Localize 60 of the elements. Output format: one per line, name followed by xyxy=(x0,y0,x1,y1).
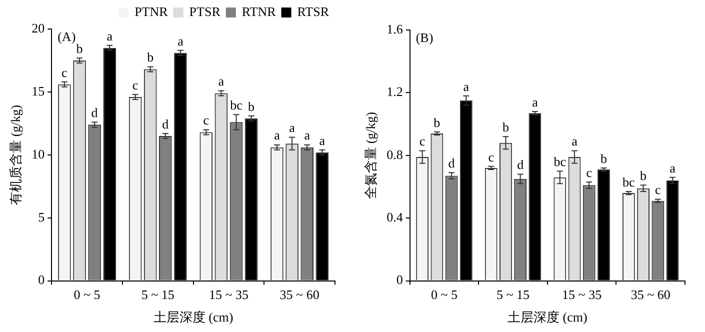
data-label: c xyxy=(203,112,210,128)
data-label: b xyxy=(147,50,154,65)
annotation: (B) xyxy=(416,30,434,45)
legend-label: PTSR xyxy=(189,4,221,19)
data-label: bc xyxy=(554,154,566,169)
x-tick-label: 0 ~ 5 xyxy=(74,287,100,302)
data-label: c xyxy=(655,182,662,198)
data-label: c xyxy=(586,164,592,180)
data-label: c xyxy=(419,134,426,149)
legend-label: RTSR xyxy=(297,4,330,19)
y-tick-label: 0.4 xyxy=(386,210,404,225)
annotation: (A) xyxy=(58,28,76,44)
data-label: bc xyxy=(230,98,243,113)
data-label: c xyxy=(62,64,68,80)
x-tick-label: 5 ~ 15 xyxy=(141,287,174,302)
x-tick-label: 5 ~ 15 xyxy=(496,287,530,302)
x-tick-label: 35 ~ 60 xyxy=(280,287,320,302)
data-label: a xyxy=(289,120,296,136)
data-label: d xyxy=(162,116,170,132)
data-label: d xyxy=(517,157,524,172)
data-label: c xyxy=(488,149,494,164)
data-label: a xyxy=(463,78,470,94)
y-axis-title: 有机质含量 (g/kg) xyxy=(8,104,24,205)
x-axis-title: 土层深度 (cm) xyxy=(153,310,234,325)
data-label: a xyxy=(319,132,326,148)
data-label: b xyxy=(434,114,440,130)
data-label: b xyxy=(248,98,255,114)
data-label: b xyxy=(502,120,509,135)
y-tick-label: 5 xyxy=(38,209,45,224)
y-tick-label: 1.6 xyxy=(386,21,404,36)
data-label: a xyxy=(106,28,113,44)
data-label: a xyxy=(532,94,538,110)
data-label: a xyxy=(670,160,676,176)
data-label: a xyxy=(304,128,310,143)
y-axis-title: 全氮含量 (g/kg) xyxy=(363,112,378,199)
data-label: c xyxy=(132,77,138,92)
data-label: b xyxy=(600,150,607,166)
data-label: d xyxy=(448,156,456,171)
data-label: d xyxy=(91,105,98,120)
y-tick-label: 0 xyxy=(396,272,403,288)
data-label: b xyxy=(76,40,83,56)
data-label: b xyxy=(640,168,647,184)
y-tick-label: 0.8 xyxy=(386,146,403,162)
data-label: a xyxy=(218,74,224,89)
x-tick-label: 0 ~ 5 xyxy=(430,287,458,302)
y-tick-label: 0 xyxy=(38,272,45,288)
y-tick-label: 15 xyxy=(32,83,45,98)
data-label: a xyxy=(274,128,280,143)
legend-label: RTNR xyxy=(242,4,276,19)
x-axis-title: 土层深度 (cm) xyxy=(508,310,588,325)
y-tick-label: 1.2 xyxy=(386,84,403,100)
legend-label: PTNR xyxy=(134,4,168,19)
x-tick-label: 15 ~ 35 xyxy=(208,287,248,302)
y-tick-label: 20 xyxy=(32,20,45,36)
x-tick-label: 15 ~ 35 xyxy=(562,287,602,302)
data-label: bc xyxy=(622,174,636,190)
data-label: a xyxy=(178,33,184,48)
x-tick-label: 35 ~ 60 xyxy=(630,287,670,302)
y-tick-label: 10 xyxy=(32,146,45,162)
data-label: a xyxy=(572,134,578,149)
